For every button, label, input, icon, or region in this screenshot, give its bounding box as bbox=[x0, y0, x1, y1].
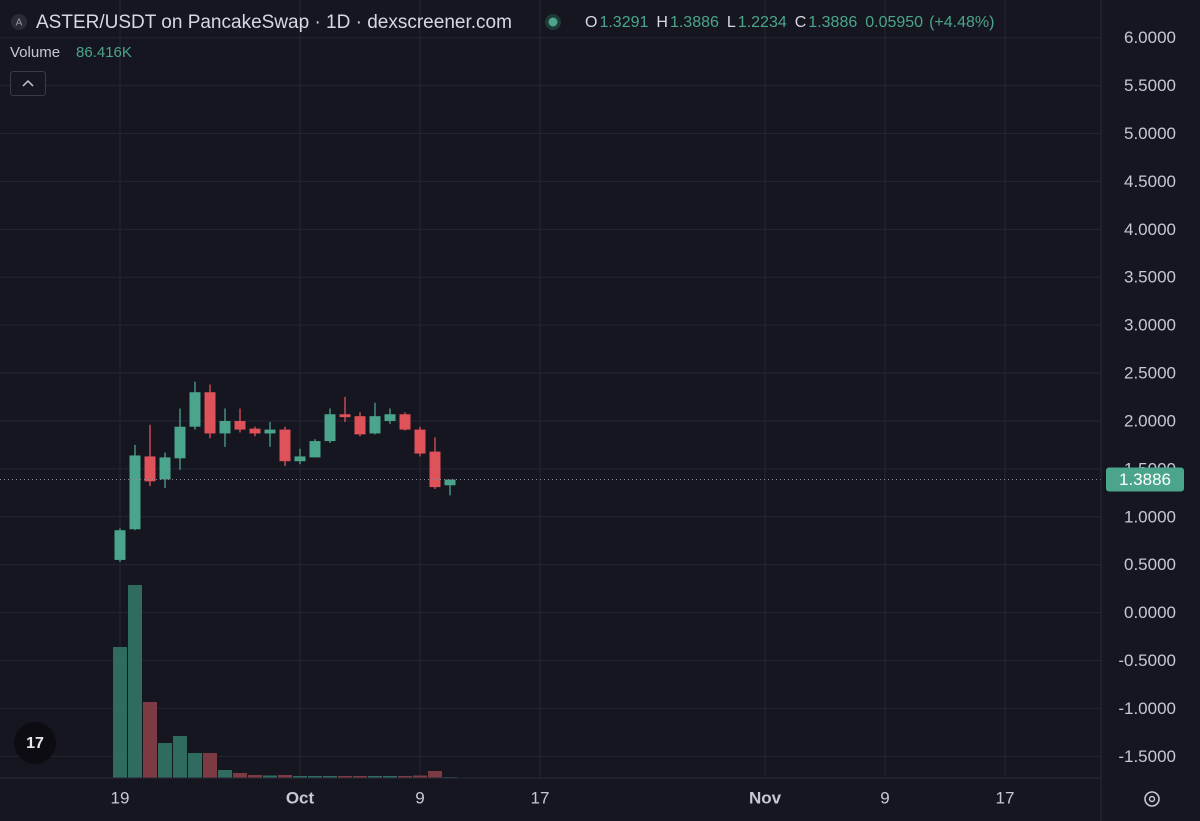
candle-body bbox=[339, 414, 351, 418]
candle-body bbox=[189, 392, 201, 427]
chart-title: ASTER/USDT on PancakeSwap · 1D · dexscre… bbox=[36, 12, 512, 33]
settings-button[interactable] bbox=[1144, 791, 1160, 807]
y-tick-label: 0.0000 bbox=[1124, 603, 1176, 622]
y-tick-label: 2.5000 bbox=[1124, 364, 1176, 383]
candle-body bbox=[159, 457, 171, 480]
volume-bar bbox=[233, 773, 247, 778]
y-tick-label: 3.0000 bbox=[1124, 316, 1176, 335]
volume-bar bbox=[188, 753, 202, 778]
volume-bar bbox=[173, 736, 187, 778]
y-tick-label: 5.0000 bbox=[1124, 124, 1176, 143]
change-value: 0.05950 bbox=[865, 14, 923, 31]
x-tick-label: 19 bbox=[111, 788, 130, 807]
candle-body bbox=[264, 429, 276, 434]
volume-bar bbox=[323, 776, 337, 778]
y-tick-label: 4.5000 bbox=[1124, 172, 1176, 191]
y-tick-label: 6.0000 bbox=[1124, 28, 1176, 47]
candle-body bbox=[144, 456, 156, 482]
y-tick-label: 4.0000 bbox=[1124, 220, 1176, 239]
y-tick-label: -0.5000 bbox=[1118, 651, 1176, 670]
candle-body bbox=[309, 441, 321, 458]
candles bbox=[114, 381, 456, 562]
x-tick-label: Nov bbox=[749, 788, 782, 807]
ohlc-legend: O 1.3291 H 1.3886 L 1.2234 C 1.3886 0.05950 (+4.4… bbox=[585, 14, 994, 31]
volume-bar bbox=[308, 776, 322, 778]
volume-bar bbox=[248, 775, 262, 778]
volume-bar bbox=[263, 775, 277, 778]
token-icon bbox=[11, 14, 27, 30]
volume-bar bbox=[383, 776, 397, 778]
y-tick-label: 2.0000 bbox=[1124, 411, 1176, 430]
settings-gear-center bbox=[1148, 795, 1156, 803]
ohlc-value: 1.2234 bbox=[738, 14, 787, 31]
volume-bar bbox=[428, 771, 442, 778]
tv-logo[interactable] bbox=[14, 722, 56, 764]
ohlc-letter: H bbox=[656, 14, 668, 31]
volume-bar bbox=[113, 647, 127, 778]
ohlc-value: 1.3291 bbox=[599, 14, 648, 31]
token-icon-letter: A bbox=[16, 18, 23, 29]
volume-bar bbox=[218, 770, 232, 778]
collapse-icon bbox=[22, 79, 34, 87]
y-tick-label: 3.5000 bbox=[1124, 268, 1176, 287]
change-percent: (+4.48%) bbox=[929, 14, 994, 31]
grid bbox=[0, 0, 1101, 778]
x-tick-label: 9 bbox=[415, 788, 424, 807]
candle-body bbox=[399, 414, 411, 430]
volume-bar bbox=[353, 776, 367, 778]
volume-bar bbox=[338, 776, 352, 778]
ohlc-letter: L bbox=[727, 14, 736, 31]
x-tick-label: 17 bbox=[531, 788, 550, 807]
collapse-button[interactable] bbox=[10, 71, 46, 96]
candle-body bbox=[429, 451, 441, 488]
y-tick-label: 5.5000 bbox=[1124, 76, 1176, 95]
volume-bar bbox=[143, 702, 157, 778]
volume-pane bbox=[113, 585, 457, 778]
volume-bar bbox=[128, 585, 142, 778]
volume-bar bbox=[158, 743, 172, 778]
candle-body bbox=[444, 479, 456, 486]
x-tick-label: Oct bbox=[286, 788, 315, 807]
candle-body bbox=[324, 414, 336, 442]
axes: 6.0000 5.5000 5.0000 4.5000 4.0000 3.5000 3.00… bbox=[0, 28, 1184, 807]
status-dot bbox=[548, 17, 558, 27]
candle-body bbox=[279, 429, 291, 462]
ohlc-value: 1.3886 bbox=[808, 14, 857, 31]
volume-bar bbox=[368, 776, 382, 778]
last-price-box bbox=[1106, 467, 1184, 492]
x-tick-label: 9 bbox=[880, 788, 889, 807]
y-tick-label: 0.5000 bbox=[1124, 555, 1176, 574]
tv-logo-mark: 17 bbox=[26, 735, 44, 752]
y-tick-label: -1.5000 bbox=[1118, 747, 1176, 766]
ohlc-letter: C bbox=[795, 14, 807, 31]
ohlc-letter: O bbox=[585, 14, 597, 31]
candle-body bbox=[219, 420, 231, 434]
volume-value: 86.416K bbox=[76, 44, 132, 61]
candle-body bbox=[129, 455, 141, 530]
candle-body bbox=[114, 530, 126, 560]
last-price-label: 1.3886 bbox=[1119, 470, 1171, 489]
volume-bar bbox=[203, 753, 217, 778]
y-tick-label: 1.0000 bbox=[1124, 507, 1176, 526]
candle-body bbox=[174, 426, 186, 459]
candle-body bbox=[204, 392, 216, 434]
volume-bar bbox=[413, 775, 427, 778]
y-tick-label: -1.0000 bbox=[1118, 699, 1176, 718]
volume-bar bbox=[293, 776, 307, 778]
ohlc-value: 1.3886 bbox=[670, 14, 719, 31]
candle-body bbox=[249, 428, 261, 434]
candle-body bbox=[384, 414, 396, 421]
candle-body bbox=[294, 456, 306, 462]
candle-body bbox=[369, 416, 381, 434]
volume-label: Volume bbox=[10, 44, 60, 61]
volume-bar bbox=[278, 775, 292, 778]
x-tick-label: 17 bbox=[996, 788, 1015, 807]
candle-body bbox=[414, 429, 426, 454]
settings-gear bbox=[1144, 791, 1160, 807]
volume-bar bbox=[398, 776, 412, 778]
candle-body bbox=[354, 416, 366, 435]
candle-body bbox=[234, 420, 246, 430]
